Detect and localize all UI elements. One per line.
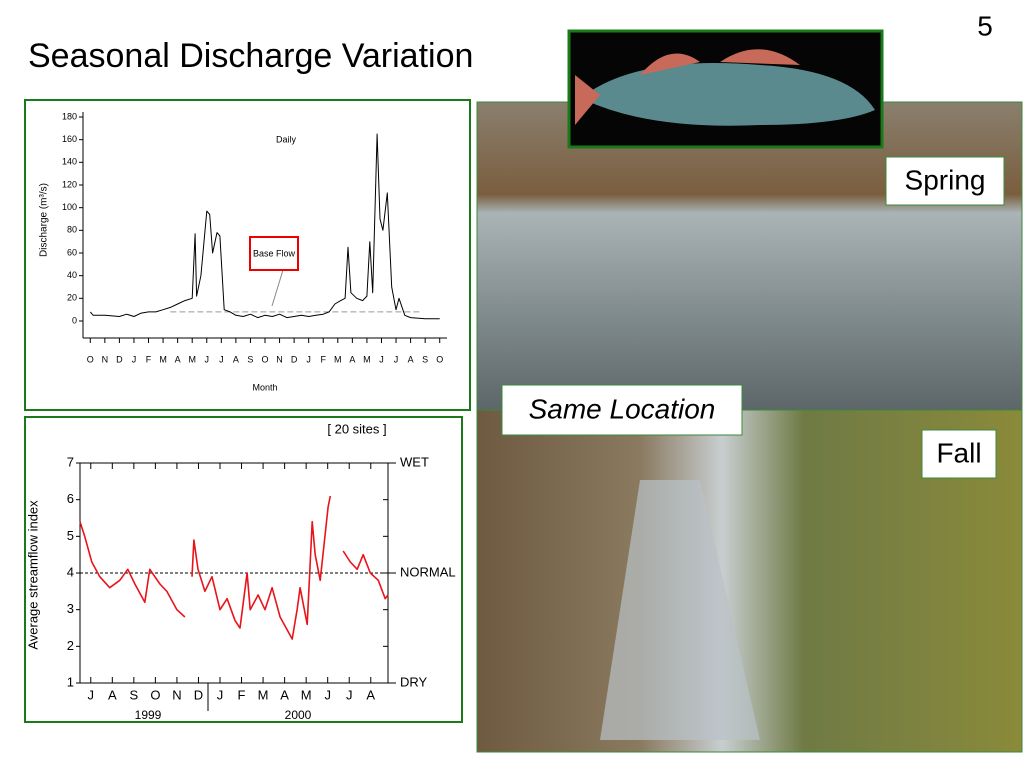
y-tick-label: 60 <box>67 247 77 257</box>
y-tick-label: 20 <box>67 293 77 303</box>
x-tick-label: A <box>349 354 355 364</box>
y-axis-label: Discharge (m³/s) <box>39 183 50 257</box>
spring-photo <box>476 101 1023 411</box>
year-label: 1999 <box>135 708 162 722</box>
x-tick-label: F <box>238 687 246 702</box>
photo-label: Spring <box>905 164 986 195</box>
x-tick-label: M <box>159 354 167 364</box>
x-tick-label: N <box>102 354 109 364</box>
callout-leader <box>271 269 284 307</box>
y-tick-label: 6 <box>67 491 74 506</box>
label-box <box>921 429 997 479</box>
x-tick-label: N <box>172 687 181 702</box>
x-tick-label: M <box>334 354 342 364</box>
fish <box>585 63 875 126</box>
x-tick-label: O <box>436 354 443 364</box>
x-tick-label: J <box>217 687 224 702</box>
fins <box>575 49 800 125</box>
x-tick-label: N <box>276 354 283 364</box>
x-tick-label: J <box>306 354 311 364</box>
x-tick-label: S <box>247 354 253 364</box>
y-tick-label: 4 <box>67 564 74 579</box>
y2-tick-label: DRY <box>400 674 428 689</box>
y-tick-label: 40 <box>67 270 77 280</box>
x-axis-label: Month <box>252 382 277 392</box>
y-tick-label: 100 <box>62 202 77 212</box>
y-axis-label: Average streamflow index <box>25 500 40 650</box>
annotation: Daily <box>276 134 297 144</box>
x-tick-label: A <box>175 354 181 364</box>
y2-tick-label: WET <box>400 454 429 469</box>
x-tick-label: M <box>258 687 269 702</box>
photo-label: Fall <box>936 437 981 468</box>
y-tick-label: 120 <box>62 179 77 189</box>
x-tick-label: A <box>366 687 375 702</box>
x-tick-label: M <box>363 354 371 364</box>
x-tick-label: M <box>301 687 312 702</box>
x-tick-label: J <box>132 354 137 364</box>
x-tick-label: D <box>291 354 298 364</box>
y-tick-label: 0 <box>72 315 77 325</box>
y-tick-label: 80 <box>67 225 77 235</box>
data-line <box>79 495 389 640</box>
x-tick-label: A <box>280 687 289 702</box>
x-tick-label: O <box>261 354 268 364</box>
y-tick-label: 1 <box>67 674 74 689</box>
callout-box <box>249 236 299 271</box>
y2-tick-label: NORMAL <box>400 564 456 579</box>
x-tick-label: J <box>219 354 224 364</box>
page-number: 5 <box>977 10 993 41</box>
x-tick-label: F <box>320 354 326 364</box>
x-tick-label: J <box>394 354 399 364</box>
chart-frame <box>24 416 463 723</box>
x-tick-label: D <box>116 354 123 364</box>
x-tick-label: A <box>408 354 414 364</box>
x-tick-label: J <box>324 687 331 702</box>
x-tick-label: M <box>188 354 196 364</box>
x-tick-label: D <box>194 687 203 702</box>
label-box <box>885 156 1005 206</box>
x-tick-label: A <box>108 687 117 702</box>
x-tick-label: F <box>146 354 152 364</box>
y-tick-label: 180 <box>62 111 77 121</box>
y-tick-label: 160 <box>62 134 77 144</box>
x-tick-label: S <box>422 354 428 364</box>
photo-label: Same Location <box>529 393 716 424</box>
slide-title: Seasonal Discharge Variation <box>28 37 473 75</box>
x-tick-label: O <box>87 354 94 364</box>
data-line <box>89 133 440 320</box>
x-tick-label: J <box>205 354 210 364</box>
x-tick-label: J <box>88 687 95 702</box>
chart-frame <box>24 99 471 411</box>
y-tick-label: 5 <box>67 528 74 543</box>
label-box <box>501 384 743 436</box>
year-label: 2000 <box>285 708 312 722</box>
x-tick-label: A <box>233 354 239 364</box>
x-tick-label: O <box>150 687 160 702</box>
y-tick-label: 3 <box>67 601 74 616</box>
x-tick-label: J <box>379 354 384 364</box>
y-tick-label: 7 <box>67 454 74 469</box>
x-tick-label: S <box>130 687 139 702</box>
y-tick-label: 140 <box>62 157 77 167</box>
stream <box>600 480 760 740</box>
x-tick-label: J <box>346 687 353 702</box>
callout: Base Flow <box>253 248 296 258</box>
y-tick-label: 2 <box>67 638 74 653</box>
annotation: [ 20 sites ] <box>327 421 386 436</box>
